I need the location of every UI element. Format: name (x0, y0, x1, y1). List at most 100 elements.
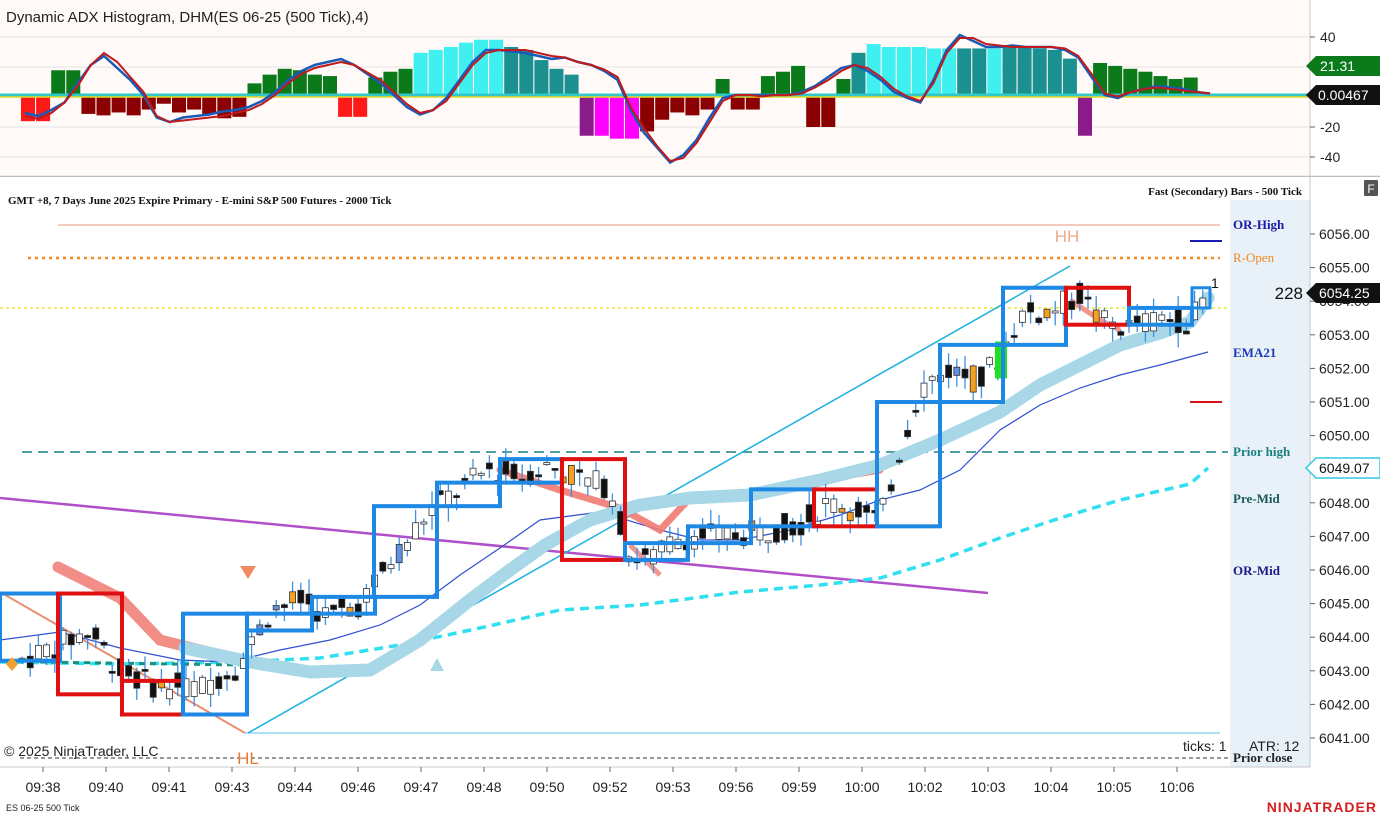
adx-bar (760, 76, 775, 95)
candle-body (1199, 297, 1207, 308)
adx-histogram-bars (21, 39, 1198, 139)
price-tick-label: 6041.00 (1319, 730, 1370, 746)
label-or-high: OR-High (1233, 217, 1285, 232)
candle-body (1158, 314, 1166, 321)
candle-body (403, 542, 411, 551)
adx-bar (96, 95, 111, 116)
candle-body (297, 589, 305, 604)
price-panel[interactable]: GMT +8, 7 Days June 2025 Expire Primary … (0, 177, 1310, 768)
label-prior-high: Prior high (1233, 444, 1291, 459)
adx-bar (323, 76, 337, 95)
copyright-text: © 2025 NinjaTrader, LLC (4, 743, 159, 759)
bar-counter-marker: 1 (1211, 275, 1219, 291)
adx-bar (776, 71, 790, 95)
price-tick-label: 6052.00 (1319, 360, 1370, 376)
adx-bar (338, 95, 353, 117)
badge-adx-value (1306, 56, 1380, 76)
renko-box (623, 541, 690, 562)
renko-box (1127, 305, 1194, 327)
candle-body (1068, 300, 1075, 310)
time-tick-label: 10:00 (844, 779, 879, 795)
candle-body (1174, 308, 1182, 333)
candle-body (945, 364, 952, 378)
adx-bar (564, 74, 579, 95)
candle-body (961, 368, 969, 379)
candle-body (789, 521, 797, 536)
hh-label: HH (1055, 227, 1080, 246)
sell-signal-triangle (240, 566, 256, 579)
adx-bar (640, 95, 655, 132)
adx-bar (156, 95, 171, 104)
candle-body (248, 636, 256, 645)
indicator-title: Dynamic ADX Histogram, DHM(ES 06-25 (500… (6, 9, 369, 26)
diamond-marker (6, 657, 18, 671)
adx-bar (594, 95, 609, 136)
adx-bar (172, 95, 186, 113)
candle-body (756, 526, 764, 541)
adx-bar (489, 39, 504, 95)
panel-toggle-button[interactable] (1364, 180, 1378, 196)
candle-body (617, 511, 624, 535)
adx-bar (836, 78, 851, 95)
tick-volume-label: 228 (1275, 284, 1303, 303)
band-price-text: 6049.07 (1319, 460, 1370, 476)
time-tick-label: 09:43 (214, 779, 249, 795)
candle-body (723, 527, 731, 540)
adx-bar (1123, 68, 1138, 95)
indicator-tick-minus20: -20 (1320, 119, 1340, 135)
candle-body (1010, 335, 1018, 338)
adx-bar (1078, 95, 1092, 136)
candle-body (469, 467, 477, 476)
candle-body (461, 477, 469, 481)
adx-bar (398, 68, 413, 95)
label-or-mid: OR-Mid (1233, 563, 1281, 578)
adx-bar (957, 48, 972, 95)
current-price-text: 6054.25 (1319, 285, 1370, 301)
candle-body (84, 635, 91, 638)
price-tick-label: 6044.00 (1319, 629, 1370, 645)
time-tick-label: 09:59 (781, 779, 816, 795)
time-tick-label: 09:47 (403, 779, 438, 795)
time-tick-label: 09:52 (592, 779, 627, 795)
price-tick-label: 6053.00 (1319, 327, 1370, 343)
candle-body (108, 670, 116, 674)
time-tick-label: 09:44 (277, 779, 312, 795)
candle-body (272, 605, 280, 611)
adx-bar (353, 95, 368, 117)
trendline-purple (0, 496, 989, 595)
time-tick-label: 09:41 (151, 779, 186, 795)
time-tick-label: 09:40 (88, 779, 123, 795)
adx-bar (579, 95, 594, 136)
candle-body (67, 633, 75, 646)
adx-bar (1108, 65, 1123, 95)
adx-bar (1062, 58, 1077, 95)
time-axis[interactable]: 09:38 09:40 09:41 09:43 09:44 09:46 09:47 09:48… (0, 766, 1380, 818)
renko-boxes (0, 285, 1212, 717)
adx-bar (972, 48, 987, 95)
candle-body (863, 505, 870, 513)
candle-body (420, 521, 428, 525)
adx-bar (428, 49, 443, 95)
ticks-label: ticks: 1 (1183, 738, 1227, 754)
candle-body (280, 604, 288, 608)
adx-bar (911, 46, 926, 95)
candle-body (92, 627, 100, 640)
price-tick-label: 6047.00 (1319, 528, 1370, 544)
candle-body (576, 469, 583, 473)
time-tick-label: 10:03 (970, 779, 1005, 795)
candle-body (732, 532, 739, 540)
price-axis[interactable]: 6041.00 6042.00 6043.00 6044.00 6045.00 6046.… (1304, 177, 1380, 767)
candle-body (502, 460, 510, 475)
candle-body (395, 544, 403, 564)
adx-bar (247, 83, 262, 95)
candle-body (953, 366, 961, 376)
indicator-panel[interactable]: Dynamic ADX Histogram, DHM(ES 06-25 (500… (0, 0, 1310, 176)
adx-trend-line (24, 37, 1211, 163)
candle-body (1117, 331, 1125, 336)
adx-bar (1138, 71, 1153, 95)
adx-bar (1017, 46, 1032, 95)
adx-bar (670, 95, 685, 113)
level-label-band (1230, 200, 1310, 767)
price-tick-label: 6042.00 (1319, 696, 1370, 712)
